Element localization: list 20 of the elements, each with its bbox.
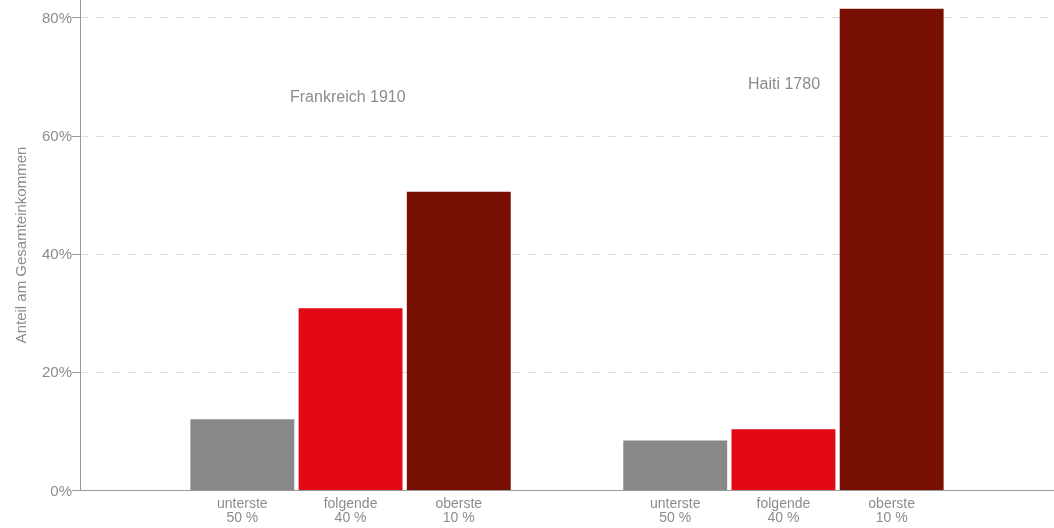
bar (406, 191, 511, 490)
x-tick-label: oberste 10 % (435, 495, 483, 525)
x-tick-label: folgende 40 % (756, 495, 811, 525)
bar (731, 429, 836, 490)
y-tick-label: 40% (41, 245, 72, 263)
bar (839, 8, 944, 490)
y-tick-label: 20% (41, 363, 72, 381)
bar (190, 419, 295, 490)
annotation: Frankreich 1910 (290, 87, 406, 105)
bar (298, 308, 403, 490)
y-axis-title: Anteil am Gesamteinkommen (12, 146, 29, 344)
x-tick-label: oberste 10 % (868, 495, 916, 525)
y-tick-label: 0% (50, 481, 72, 499)
x-tick-label: folgende 40 % (323, 495, 378, 525)
x-tick-label: unterste 50 % (217, 495, 268, 525)
y-tick-label: 80% (41, 9, 72, 27)
annotation: Haiti 1780 (748, 74, 821, 92)
x-tick-label: unterste 50 % (649, 495, 701, 525)
y-tick-label: 60% (41, 127, 72, 145)
bar (623, 440, 728, 490)
